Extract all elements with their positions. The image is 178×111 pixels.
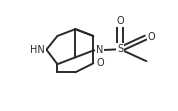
Text: O: O (148, 32, 155, 42)
Text: N: N (96, 46, 103, 56)
Text: O: O (96, 58, 104, 68)
Text: S: S (117, 44, 123, 54)
Text: HN: HN (30, 45, 45, 55)
Text: O: O (116, 16, 124, 26)
